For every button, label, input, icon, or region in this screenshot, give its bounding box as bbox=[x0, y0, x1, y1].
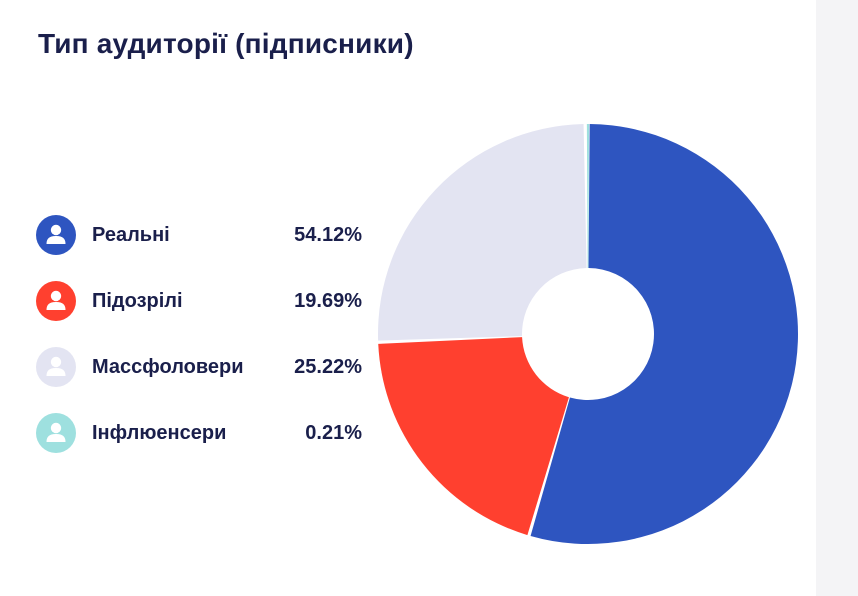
pie-slice-3[interactable] bbox=[378, 124, 587, 341]
pie-slice-2[interactable] bbox=[378, 337, 569, 536]
user-icon bbox=[36, 215, 76, 255]
donut-chart bbox=[378, 123, 798, 545]
legend-item-massfollowers: Массфоловери 25.22% bbox=[36, 347, 366, 387]
legend-value: 0.21% bbox=[305, 422, 362, 444]
user-icon bbox=[36, 413, 76, 453]
user-icon bbox=[36, 281, 76, 321]
pie-slice-1[interactable] bbox=[530, 124, 798, 545]
legend-value: 19.69% bbox=[294, 290, 362, 312]
legend-item-suspicious: Підозрілі 19.69% bbox=[36, 281, 366, 321]
legend-value: 54.12% bbox=[294, 224, 362, 246]
legend-item-real: Реальні 54.12% bbox=[36, 215, 366, 255]
legend-label: Підозрілі bbox=[92, 290, 183, 312]
legend-label: Реальні bbox=[92, 224, 170, 246]
pie-slice-4[interactable] bbox=[586, 123, 590, 269]
audience-type-card: Тип аудиторії (підписники) Реальні 54.12… bbox=[0, 0, 816, 596]
legend-value: 25.22% bbox=[294, 356, 362, 378]
legend-label: Інфлюенсери bbox=[92, 422, 227, 444]
legend-item-influencers: Інфлюенсери 0.21% bbox=[36, 413, 366, 453]
legend-label: Массфоловери bbox=[92, 356, 244, 378]
chart-title: Тип аудиторії (підписники) bbox=[38, 28, 414, 59]
user-icon bbox=[36, 347, 76, 387]
chart-legend: Реальні 54.12% Підозрілі 19.69% Массфоло… bbox=[36, 215, 366, 479]
